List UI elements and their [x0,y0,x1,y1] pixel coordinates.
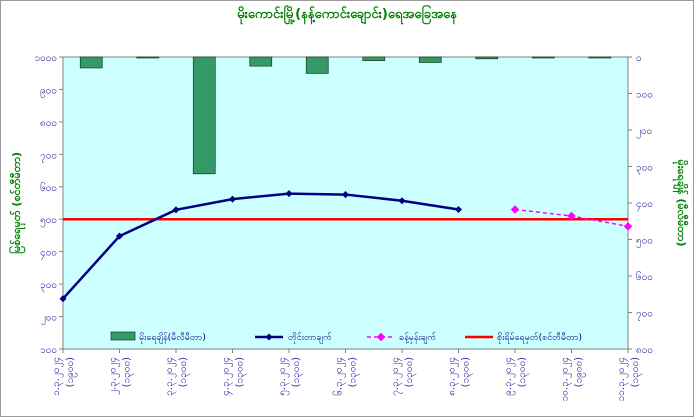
rainfall-bar [588,56,612,59]
y-right-tick-label: ၇၀၀ [636,309,653,322]
rainfall-bar [136,56,160,59]
x-tick-label: ၉.၃.၂၀၂၄ (၁၃၀၀) [503,357,530,396]
actual-level-point [228,195,237,203]
legend-forecast-label: ခန့်မှန်းချက် [399,332,437,344]
y-left-tick-label: ၉၀၀ [40,85,57,98]
y-right-tick-label: ၄၀၀ [636,199,653,212]
x-tick-label: ၅.၃.၂၀၂၄ (၁၃၀၀) [277,357,304,396]
y-left-tick-label: ၃၀၀ [40,280,57,293]
legend-forecast-marker [376,332,386,342]
actual-level-point [398,197,406,205]
legend-actual-label: တိုင်းတာချက် [288,332,332,344]
x-tick-label: ၆.၃.၂၀၂၄ (၁၃၀၀) [332,357,361,396]
rainfall-bar [249,56,273,67]
rainfall-bar [475,56,499,60]
actual-level-point [454,205,463,214]
x-tick-label: ၁၁.၃.၂၀၂၄ (၁၃၀၀) [616,357,643,401]
y-right-tick-label: ၂၀၀ [636,126,652,139]
rainfall-bar [305,56,329,74]
y-right-tick-label: ၀ [636,53,642,64]
actual-level-point [341,191,350,199]
x-tick-label: ၄.၃.၂၀၂၄ (၁၃၀၀) [221,357,248,396]
legend-rain-swatch [110,331,136,341]
rainfall-bar [418,56,442,63]
y-left-axis-title: မြစ်ရေမှတ် (စင်တီမီတာ) [8,152,26,254]
y-left-tick-label: ၂၀၀ [41,313,57,326]
y-left-tick-label: ၁၀၀၀ [35,53,58,64]
legend-rain-label: မိုးရေချိန်(မီလီမီတာ) [139,332,206,344]
y-left-tick-label: ၄၀၀ [40,248,57,261]
y-right-tick-label: ၁၀၀ [636,90,653,101]
y-left-tick-label: ၈၀၀ [40,118,57,129]
rainfall-bar [362,56,386,61]
y-right-tick-label: ၃၀၀ [636,163,653,176]
x-tick-label: ၇.၃.၂၀၂၄ (၁၃၀၀) [390,357,417,396]
chart-title: မိုးကောင်းမြို့(နန့်ကောင်းချောင်း)ရေအခြေ… [237,7,457,22]
rainfall-bar [531,56,555,59]
x-tick-label: ၃.၃.၂၀၂၄ (၁၃၀၀) [164,357,191,396]
y-right-tick-label: ၈၀၀ [636,345,653,356]
plot-area [62,56,629,350]
y-right-tick-label: ၅၀၀ [636,236,653,249]
x-tick-label: ၈.၃.၂၀၂၄ (၁၃၀၀) [447,357,474,396]
y-right-tick-label: ၆၀၀ [636,270,653,283]
y-left-tick-label: ၇၀၀ [40,150,57,163]
legend-danger-label: စိုးရိမ်ရေမှတ်(စင်တီမီတာ) [497,332,582,344]
legend-actual-marker [265,333,273,341]
y-left-tick-label: ၆၀၀ [40,181,57,194]
actual-level-point [115,232,124,240]
x-tick-label: ၁၀.၃.၂၀၂၄ (၁၉၀၀) [560,357,587,401]
y-left-tick-label: ၁၀၀ [40,345,57,356]
y-left-tick-label: ၅၀၀ [40,215,57,228]
rainfall-bar [192,56,216,175]
actual-level-point [172,206,180,214]
x-tick-label: ၁.၃.၂၀၂၄ (၁၉၀၀) [51,357,78,396]
actual-level-point [59,295,67,303]
actual-level-point [285,190,293,198]
x-tick-label: ၂.၃.၂၀၂၄ (၁၃၀၀) [108,357,135,395]
actual-level-line [62,192,459,300]
rainfall-bar [79,56,103,69]
y-right-axis-title: မိုးရေချိန် (မီလီမီတာ) [672,160,689,247]
